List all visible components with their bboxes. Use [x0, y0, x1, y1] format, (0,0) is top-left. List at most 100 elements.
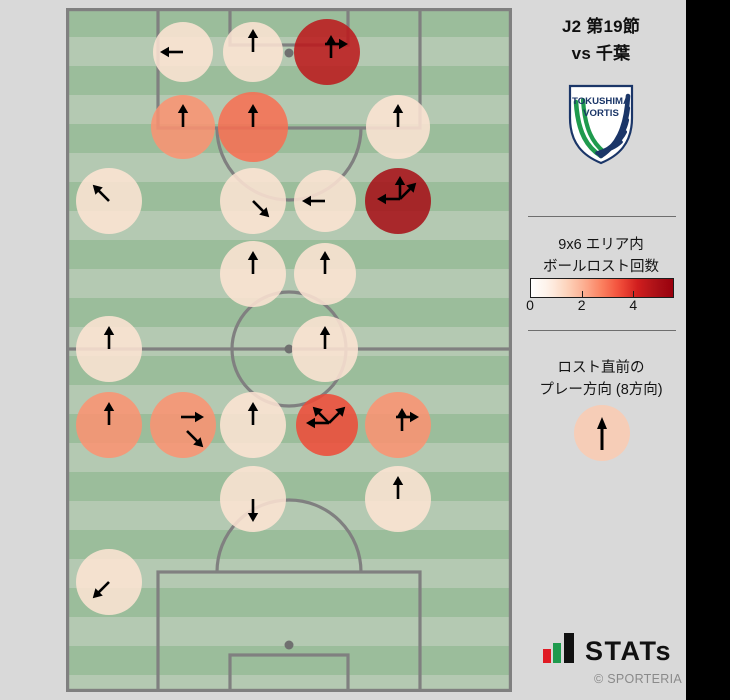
left-arrowhead-icon: [302, 195, 311, 207]
loss-zone[interactable]: [294, 19, 360, 85]
up-arrowhead-icon: [319, 251, 331, 260]
loss-zone[interactable]: [365, 392, 431, 458]
loss-zone[interactable]: [366, 95, 430, 159]
loss-zone[interactable]: [294, 170, 356, 232]
grass-stripe: [66, 211, 512, 240]
colorbar-caption-line1: 9x6 エリア内: [558, 237, 644, 253]
up-left-arrowhead-icon: [92, 184, 103, 195]
down-right-arrow-icon: [186, 430, 200, 444]
loss-zone[interactable]: [292, 316, 358, 382]
grass-stripe: [66, 95, 512, 124]
match-title-line1: J2 第19節: [562, 17, 640, 36]
colorbar-tick-mark: [581, 291, 583, 297]
logo-text-line1: TOKUSHIMA: [572, 96, 630, 107]
up-left-arrow-icon: [96, 188, 110, 202]
loss-zone[interactable]: [218, 92, 288, 162]
left-arrowhead-icon: [377, 193, 386, 205]
match-title-line2: vs 千葉: [571, 44, 631, 63]
zone-circle[interactable]: [296, 394, 358, 456]
up-arrowhead-icon: [319, 326, 331, 335]
up-arrowhead-icon: [247, 402, 259, 411]
panel-divider-top: [528, 216, 676, 217]
grass-stripe: [66, 66, 512, 95]
loss-zone[interactable]: [151, 95, 215, 159]
up-arrowhead-icon: [247, 251, 259, 260]
up-arrowhead-icon: [394, 176, 406, 185]
zone-circle[interactable]: [294, 19, 360, 85]
loss-zone[interactable]: [365, 466, 431, 532]
direction-legend-sample: [574, 405, 630, 461]
up-arrowhead-icon: [177, 104, 189, 113]
right-arrowhead-icon: [195, 411, 204, 423]
down-left-arrowhead-icon: [92, 588, 103, 599]
panel-divider-bottom: [528, 330, 676, 331]
zone-circle[interactable]: [150, 392, 216, 458]
colorbar-tick-mark: [633, 291, 635, 297]
grass-stripe: [66, 153, 512, 182]
colorbar-gradient[interactable]: [530, 278, 674, 298]
up-arrowhead-icon: [392, 104, 404, 113]
colorbar-tick-mark: [530, 291, 531, 297]
up-right-arrow-icon: [328, 410, 342, 424]
loss-zone[interactable]: [76, 316, 142, 382]
pitch-visualization[interactable]: [66, 8, 512, 692]
up-left-arrow-icon: [316, 410, 330, 424]
right-arrowhead-icon: [410, 411, 419, 423]
tokushima-vortis-logo: TOKUSHIMA VORTIS: [568, 84, 634, 165]
up-right-arrow-icon: [399, 186, 413, 200]
grass-stripe: [66, 472, 512, 501]
loss-zone[interactable]: [153, 22, 213, 82]
loss-zone[interactable]: [76, 549, 142, 615]
stats-wordmark: STATs: [585, 636, 672, 665]
grass-stripe: [66, 588, 512, 617]
up-arrowhead-icon: [247, 104, 259, 113]
colorbar-tick-label: 2: [577, 297, 586, 313]
up-arrowhead-icon: [325, 35, 337, 44]
side-panel: J2 第19節 vs 千葉 TOKUSHIMA VORTIS 9x6 エリ: [516, 0, 686, 700]
grass-stripe: [66, 298, 512, 327]
colorbar-tick-label: 4: [629, 297, 638, 313]
zone-circle[interactable]: [365, 168, 431, 234]
grass-stripe: [66, 646, 512, 675]
loss-zone[interactable]: [294, 243, 356, 305]
up-right-arrowhead-icon: [406, 182, 417, 193]
pitch-markings: [66, 8, 512, 692]
up-left-arrowhead-icon: [312, 406, 323, 417]
loss-zone[interactable]: [296, 394, 358, 456]
loss-zone[interactable]: [220, 466, 286, 532]
loss-zone[interactable]: [220, 168, 286, 234]
direction-caption-line1: ロスト直前の: [557, 360, 645, 376]
grass-stripe: [66, 501, 512, 530]
zone-circle[interactable]: [365, 392, 431, 458]
loss-zone[interactable]: [150, 392, 216, 458]
loss-zone-layer[interactable]: [76, 19, 431, 615]
right-arrowhead-icon: [339, 38, 348, 50]
up-arrow-icon: [597, 417, 607, 450]
loss-zone[interactable]: [220, 392, 286, 458]
down-right-arrow-icon: [252, 200, 266, 214]
loss-zone[interactable]: [76, 168, 142, 234]
down-right-arrowhead-icon: [259, 207, 270, 218]
down-left-arrow-icon: [96, 581, 110, 595]
j-stats-logo: STATs: [543, 633, 672, 665]
up-arrowhead-icon: [103, 402, 115, 411]
grass-stripe: [66, 385, 512, 414]
up-arrowhead-icon: [247, 29, 259, 38]
down-arrowhead-icon: [247, 513, 259, 522]
grass-stripe: [66, 8, 512, 37]
grass-stripe: [66, 269, 512, 298]
grass-stripe: [66, 675, 512, 692]
direction-caption-line2: プレー方向 (8方向): [539, 382, 663, 398]
loss-zone[interactable]: [365, 168, 431, 234]
up-arrowhead-icon: [392, 476, 404, 485]
left-arrowhead-icon: [306, 417, 315, 429]
loss-zone[interactable]: [223, 22, 283, 82]
loss-zone[interactable]: [220, 241, 286, 307]
loss-zone[interactable]: [76, 392, 142, 458]
up-right-arrowhead-icon: [335, 406, 346, 417]
logo-text-line2: VORTIS: [583, 108, 619, 119]
copyright-text: © SPORTERIA: [594, 672, 682, 686]
up-arrowhead-icon: [103, 326, 115, 335]
grass-stripe: [66, 443, 512, 472]
